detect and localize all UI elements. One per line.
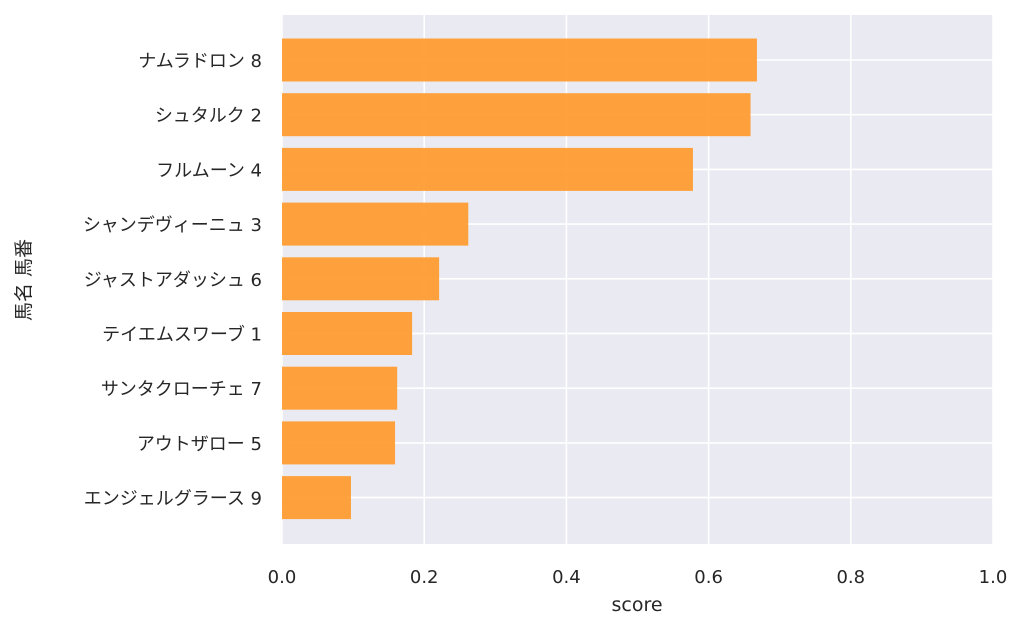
- x-tick-label: 1.0: [979, 567, 1008, 588]
- x-tick-labels: 0.0 0.2 0.4 0.6 0.8 1.0: [268, 567, 1008, 588]
- x-tick-label: 0.8: [836, 567, 865, 588]
- y-tick-label: フルムーン 4: [156, 160, 262, 181]
- y-axis-label: 馬名 馬番: [13, 239, 35, 321]
- bar: [282, 38, 757, 82]
- y-tick-label: ナムラドロン 8: [138, 51, 262, 72]
- y-tick-label: サンタクローチェ 7: [101, 379, 262, 400]
- x-tick-label: 0.0: [268, 567, 297, 588]
- y-tick-labels: ナムラドロン 8 シュタルク 2 フルムーン 4 シャンデヴィーニュ 3 ジャストアダッ…: [83, 51, 262, 510]
- bar: [282, 147, 693, 191]
- y-tick-label: シュタルク 2: [155, 106, 262, 127]
- x-tick-label: 0.2: [410, 567, 439, 588]
- bar: [282, 476, 351, 520]
- bar: [282, 421, 396, 465]
- bar: [282, 202, 469, 246]
- x-tick-label: 0.6: [694, 567, 723, 588]
- y-tick-label: エンジェルグラース 9: [84, 489, 262, 510]
- bar: [282, 312, 413, 355]
- y-tick-label: ジャストアダッシュ 6: [84, 270, 262, 291]
- bar: [282, 366, 398, 410]
- y-tick-label: シャンデヴィーニュ 3: [83, 215, 262, 236]
- bars: [282, 38, 757, 520]
- x-tick-label: 0.4: [552, 567, 581, 588]
- y-tick-label: テイエムスワーブ 1: [102, 324, 262, 346]
- y-tick-label: アウトザロー 5: [137, 434, 262, 455]
- x-axis-label: score: [611, 594, 662, 616]
- bar: [282, 93, 751, 137]
- bar: [282, 257, 440, 301]
